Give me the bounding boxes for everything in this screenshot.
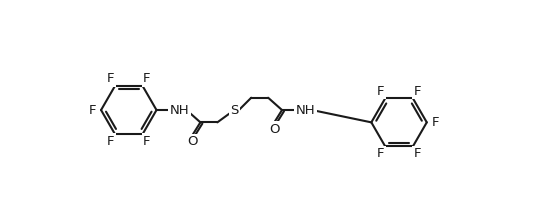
Text: S: S — [230, 103, 238, 116]
Text: F: F — [89, 103, 96, 116]
Text: F: F — [143, 72, 151, 85]
Text: O: O — [188, 135, 198, 148]
Text: NH: NH — [170, 103, 189, 116]
Text: NH: NH — [295, 103, 315, 116]
Text: F: F — [107, 135, 115, 148]
Text: F: F — [414, 84, 421, 97]
Text: F: F — [143, 135, 151, 148]
Text: F: F — [432, 116, 439, 129]
Text: F: F — [414, 147, 421, 160]
Text: F: F — [377, 147, 385, 160]
Text: F: F — [107, 72, 115, 85]
Text: F: F — [377, 84, 385, 97]
Text: O: O — [269, 123, 280, 136]
